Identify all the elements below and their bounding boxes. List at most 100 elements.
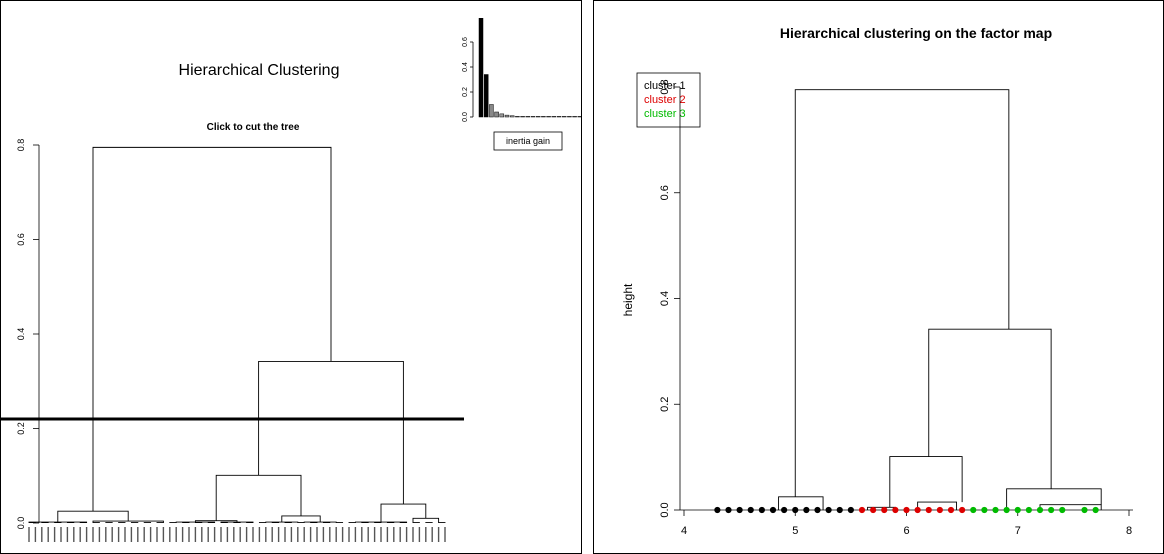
cluster-point	[792, 506, 799, 514]
y-tick-label: 0.0	[659, 502, 671, 517]
factor-map-merge-link	[1006, 488, 1102, 510]
y-tick-label: 0.8	[659, 79, 671, 94]
dendrogram-subtitle: Click to cut the tree	[207, 122, 300, 133]
cluster-point	[736, 506, 743, 514]
main-title: Hierarchical Clustering	[179, 62, 340, 79]
cluster-point	[1014, 506, 1021, 514]
cluster-point	[769, 506, 777, 514]
cluster-point	[892, 506, 899, 514]
factor-map-merge-link	[794, 89, 1010, 497]
dend-merge-link	[258, 360, 404, 505]
factor-map-merge-link	[917, 501, 958, 510]
cluster-legend-box	[636, 72, 701, 128]
inertia-bar	[546, 116, 551, 118]
dend-merge-link	[92, 146, 332, 512]
cluster-point	[758, 506, 765, 514]
cluster-point	[1036, 506, 1044, 514]
legend-cluster-1: cluster 1	[644, 80, 686, 92]
cluster-point	[836, 506, 843, 514]
dend-y-tick-label: 0.4	[16, 328, 26, 341]
cluster-point	[1025, 506, 1032, 514]
inertia-legend-box	[493, 131, 563, 151]
y-tick-label: 0.6	[659, 185, 671, 200]
cluster-point	[858, 506, 866, 514]
dend-merge-link	[57, 510, 129, 523]
inertia-bar	[494, 111, 499, 118]
inertia-bar	[530, 116, 536, 118]
y-tick-label: 0.4	[659, 291, 671, 306]
cluster-point	[914, 506, 921, 514]
inertia-bar	[525, 116, 531, 118]
cluster-point	[1059, 506, 1066, 514]
cluster-point	[947, 506, 955, 514]
inertia-bar	[489, 104, 494, 118]
panel-gap	[582, 0, 593, 554]
x-tick-label: 6	[903, 525, 909, 537]
cluster-point	[970, 506, 977, 514]
inertia-bar	[515, 116, 520, 118]
dend-y-tick-label: 0.6	[16, 233, 26, 246]
inertia-bar	[499, 113, 505, 118]
cluster-point	[747, 506, 754, 514]
inertia-y-tick-label: 0.0	[462, 112, 469, 122]
cluster-point	[725, 506, 732, 514]
cluster-point	[981, 506, 988, 514]
cluster-point	[1092, 506, 1099, 514]
inertia-bar	[551, 116, 557, 118]
dend-merge-link	[281, 515, 321, 523]
dend-merge-link	[92, 520, 164, 523]
dend-merge-link	[215, 474, 302, 521]
cluster-point	[992, 506, 999, 514]
cluster-point	[814, 506, 821, 514]
inertia-y-tick-label: 0.4	[462, 62, 469, 72]
cluster-point	[1081, 506, 1088, 514]
inertia-bar	[561, 116, 567, 118]
inertia-bar	[567, 116, 572, 118]
x-tick-label: 8	[1126, 525, 1132, 537]
cluster-point	[936, 506, 943, 514]
inertia-legend-label: inertia gain	[506, 136, 550, 146]
dend-y-tick-label: 0.0	[16, 517, 26, 530]
inertia-bar	[504, 114, 510, 118]
inertia-bar	[478, 18, 484, 118]
dend-merge-link	[412, 517, 440, 523]
inertia-bar	[577, 116, 581, 118]
inertia-bar	[483, 74, 489, 118]
cluster-point	[825, 506, 832, 514]
cluster-point	[714, 506, 721, 514]
dend-merge-link	[194, 520, 238, 523]
cluster-point	[903, 506, 910, 514]
dendrogram-panel: Hierarchical Clustering Click to cut the…	[0, 0, 582, 554]
cluster-point	[870, 506, 877, 514]
cluster-point	[847, 506, 854, 514]
legend-cluster-3: cluster 3	[644, 108, 686, 120]
x-tick-label: 4	[681, 525, 687, 537]
cluster-point	[925, 506, 932, 514]
factor-map-merge-link	[928, 328, 1052, 489]
inertia-bar	[556, 116, 562, 118]
inertia-bar	[535, 116, 541, 118]
y-tick-label: 0.2	[659, 397, 671, 412]
cluster-point	[881, 506, 888, 514]
y-axis-label: height	[621, 283, 635, 316]
inertia-y-tick-label: 0.6	[462, 37, 469, 47]
cluster-point	[959, 506, 966, 514]
inertia-bar	[572, 116, 577, 118]
factor-map-chart: Hierarchical clustering on the factor ma…	[621, 25, 1133, 537]
inertia-y-tick-label: 0.2	[462, 87, 469, 97]
cluster-point	[803, 506, 810, 514]
cluster-point	[1003, 506, 1010, 514]
dendrogram-chart[interactable]: Hierarchical Clustering Click to cut the…	[1, 1, 582, 554]
legend-cluster-2: cluster 2	[644, 94, 686, 106]
factor-map-merge-link	[889, 456, 963, 508]
x-tick-label: 5	[792, 525, 798, 537]
cluster-point	[781, 506, 788, 514]
factor-map-title: Hierarchical clustering on the factor ma…	[780, 25, 1052, 41]
inertia-bar	[509, 115, 515, 118]
inertia-bar	[541, 116, 546, 118]
x-tick-label: 7	[1015, 525, 1021, 537]
inertia-bar	[520, 116, 525, 118]
dend-y-tick-label: 0.8	[16, 139, 26, 152]
cluster-point	[1048, 506, 1055, 514]
dend-merge-link	[380, 503, 427, 523]
